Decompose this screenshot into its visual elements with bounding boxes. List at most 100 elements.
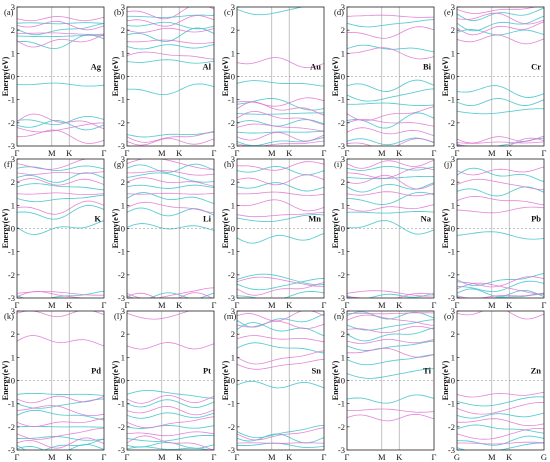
y-tick-label: 2 xyxy=(11,177,15,187)
panel-label: (j) xyxy=(444,159,452,169)
element-label: Na xyxy=(421,214,432,224)
band-line xyxy=(237,112,324,115)
band-line xyxy=(127,399,214,409)
band-line xyxy=(17,438,104,450)
band-line xyxy=(457,276,544,288)
band-line xyxy=(17,183,104,191)
y-tick-label: -1 xyxy=(228,247,235,257)
y-tick-label: -1 xyxy=(338,95,345,105)
bands-Cr xyxy=(457,7,544,146)
x-tick-label: Γ xyxy=(345,452,350,462)
y-tick-label: 0 xyxy=(11,72,15,82)
x-tick-label: Γ xyxy=(125,452,130,462)
band-line xyxy=(237,424,324,439)
band-line xyxy=(127,412,214,419)
band-line xyxy=(127,405,214,416)
x-tick-label: M xyxy=(158,300,166,310)
band-line xyxy=(17,178,104,186)
band-line xyxy=(347,220,434,235)
y-tick-label: 2 xyxy=(451,177,455,187)
y-tick-label: -1 xyxy=(448,95,455,105)
bands-Pt xyxy=(127,311,214,450)
panel-label: (i) xyxy=(334,159,342,169)
x-tick-label: K xyxy=(66,300,73,310)
x-tick-label: Γ xyxy=(15,148,20,158)
y-axis-label: Energy(eV) xyxy=(221,208,230,248)
panel-Sn: -3 -2 -1 0 1 2 3 Γ M K Γ Energy(eV) (m) Sn xyxy=(221,306,327,462)
y-axis-label: Energy(eV) xyxy=(331,360,340,400)
y-tick-label: 0 xyxy=(451,72,455,82)
x-tick-label: Γ xyxy=(212,452,217,462)
band-line xyxy=(347,112,434,129)
panel-Ti: -3 -2 -1 0 1 2 3 Γ M K Γ Energy(eV) (n) Ti xyxy=(331,306,437,462)
band-line xyxy=(347,211,434,214)
band-line xyxy=(237,276,324,287)
bands-Pd xyxy=(17,311,104,450)
band-line xyxy=(237,80,324,87)
band-line xyxy=(457,280,544,293)
band-line xyxy=(17,115,104,126)
y-tick-label: 1 xyxy=(11,48,15,58)
x-tick-label: M xyxy=(378,452,386,462)
band-line xyxy=(127,14,214,18)
band-line xyxy=(347,19,434,28)
band-line xyxy=(457,85,544,98)
y-tick-label: 1 xyxy=(451,48,455,58)
y-tick-label: 1 xyxy=(231,352,235,362)
element-label: Zn xyxy=(531,366,542,376)
y-axis-label: Energy(eV) xyxy=(441,360,450,400)
x-tick-label: K xyxy=(396,148,403,158)
band-line xyxy=(17,20,104,31)
band-line xyxy=(347,191,434,205)
y-tick-label: -3 xyxy=(118,141,125,151)
y-tick-label: 1 xyxy=(231,48,235,58)
band-line xyxy=(347,347,434,358)
band-line xyxy=(17,311,104,318)
y-tick-label: 3 xyxy=(11,306,15,316)
band-line xyxy=(17,32,104,35)
x-tick-label: Γ xyxy=(235,452,240,462)
band-line xyxy=(127,207,214,217)
y-tick-label: -2 xyxy=(338,422,345,432)
band-line xyxy=(347,394,434,404)
y-axis-label: Energy(eV) xyxy=(221,360,230,400)
x-tick-label: M xyxy=(488,452,496,462)
x-tick-label: M xyxy=(268,148,276,158)
band-line xyxy=(127,131,214,138)
element-label: Bi xyxy=(423,62,432,72)
element-label: Li xyxy=(203,214,212,224)
band-line xyxy=(237,427,324,441)
band-line xyxy=(127,27,214,43)
band-line xyxy=(237,342,324,354)
band-line xyxy=(347,47,434,60)
y-tick-label: 0 xyxy=(341,72,345,82)
panel-label: (d) xyxy=(334,7,344,17)
y-tick-label: -3 xyxy=(228,141,235,151)
band-line xyxy=(127,138,214,146)
element-label: K xyxy=(94,214,101,224)
y-tick-label: 2 xyxy=(121,25,125,35)
band-line xyxy=(457,108,544,115)
band-line xyxy=(457,12,544,25)
y-tick-label: 1 xyxy=(121,352,125,362)
band-line xyxy=(127,39,214,44)
band-line xyxy=(457,29,544,36)
band-line xyxy=(237,278,324,291)
x-tick-label: Γ xyxy=(432,148,437,158)
band-line xyxy=(347,102,434,107)
y-tick-label: 0 xyxy=(121,72,125,82)
band-line xyxy=(457,195,544,206)
y-tick-label: 3 xyxy=(121,2,125,12)
y-tick-label: 1 xyxy=(341,352,345,362)
band-line xyxy=(347,175,434,180)
x-tick-label: Γ xyxy=(345,148,350,158)
band-line xyxy=(237,191,324,196)
band-line xyxy=(17,409,104,421)
band-line xyxy=(127,170,214,176)
y-tick-label: 3 xyxy=(231,154,235,164)
bands-Al xyxy=(127,7,214,146)
x-tick-label: Γ xyxy=(102,300,107,310)
band-line xyxy=(127,424,214,429)
band-line xyxy=(17,171,104,175)
